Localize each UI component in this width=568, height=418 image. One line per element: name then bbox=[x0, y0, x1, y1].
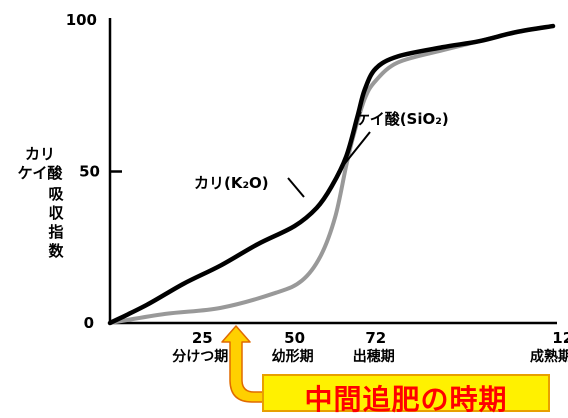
series-line bbox=[107, 23, 556, 326]
series-line bbox=[108, 24, 555, 325]
x-tick-label: 50 bbox=[284, 329, 305, 347]
y-axis-label-line: 収 bbox=[48, 204, 64, 222]
y-axis-label-line: 吸 bbox=[48, 185, 64, 203]
y-axis-label-line: 指 bbox=[48, 223, 63, 241]
series-label-sio2: ケイ酸(SiO₂) bbox=[355, 110, 449, 128]
x-tick-label: 25 bbox=[192, 329, 213, 347]
x-stage-label: 幼形期 bbox=[272, 348, 314, 365]
x-tick-label: 72 bbox=[365, 329, 386, 347]
axes bbox=[108, 18, 557, 325]
x-stage-label: 出穂期 bbox=[353, 348, 395, 365]
callout-arrow bbox=[221, 325, 267, 403]
y-tick-label: 50 bbox=[79, 163, 100, 181]
y-axis-label-line: カリ bbox=[25, 145, 55, 163]
series-annotations: カリ(K₂O) ケイ酸(SiO₂) bbox=[194, 110, 449, 198]
x-stage-label: 成熟期 bbox=[530, 348, 568, 365]
y-tick-label: 0 bbox=[84, 314, 94, 332]
y-axis-label-line: ケイ酸 bbox=[18, 164, 64, 182]
x-tick-label: 120 (移植 bbox=[552, 329, 568, 347]
tick-labels: 10050025分けつ期50幼形期72出穂期120 (移植成熟期 bbox=[66, 11, 568, 365]
y-axis-label-line: 数 bbox=[48, 242, 64, 260]
leader-line-sio2 bbox=[337, 131, 371, 173]
series-lines bbox=[107, 23, 556, 326]
callout-box: 中間追肥の時期 bbox=[262, 374, 550, 416]
y-tick-label: 100 bbox=[66, 11, 97, 29]
callout-arrow-shape bbox=[221, 325, 267, 403]
series-label-k2o: カリ(K₂O) bbox=[194, 174, 269, 192]
leader-line-k2o bbox=[287, 177, 305, 198]
callout-text: 中間追肥の時期 bbox=[304, 383, 508, 416]
x-stage-label: 分けつ期 bbox=[172, 349, 228, 365]
